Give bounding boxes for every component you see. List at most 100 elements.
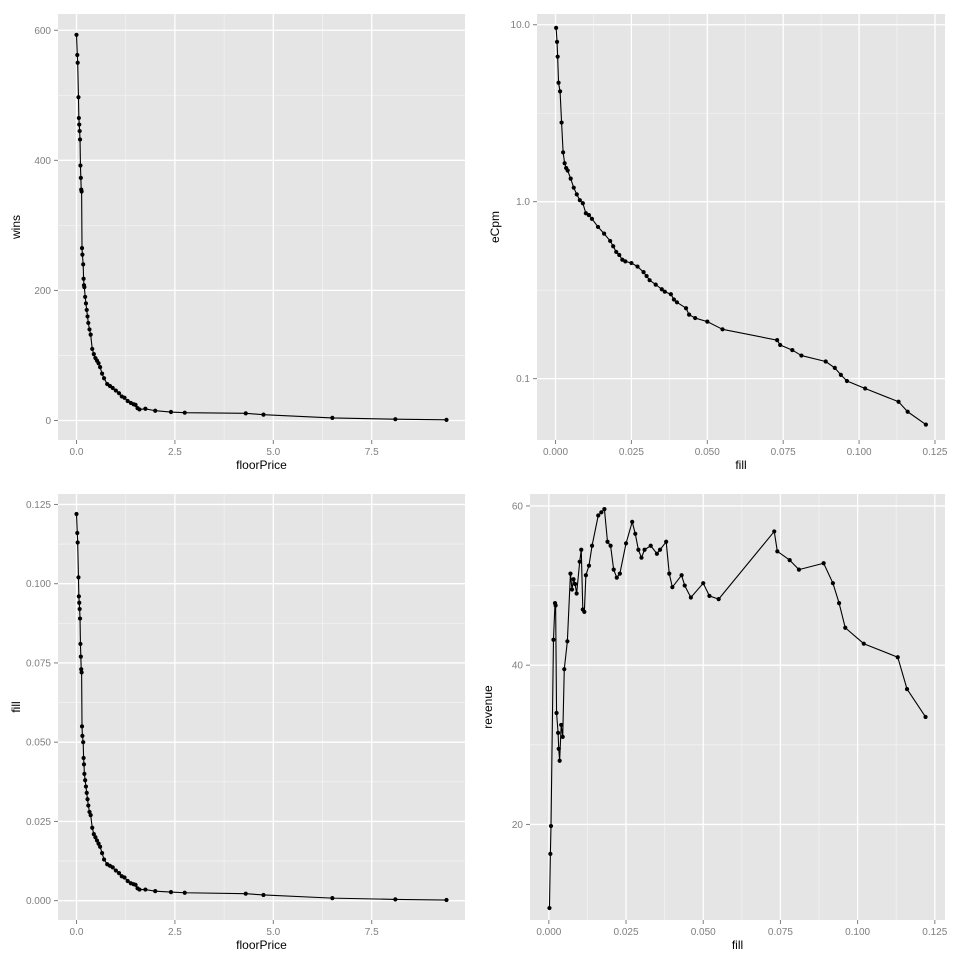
x-tick-label: 0.050 xyxy=(691,927,716,938)
y-axis-title: fill xyxy=(9,701,23,712)
data-point xyxy=(84,307,89,313)
data-point xyxy=(168,890,174,895)
data-point xyxy=(78,175,83,180)
data-point xyxy=(125,878,130,884)
data-point xyxy=(83,301,89,306)
data-point xyxy=(608,543,613,548)
data-point xyxy=(243,891,248,896)
data-point xyxy=(79,246,85,251)
data-point xyxy=(182,410,187,415)
series-line xyxy=(548,508,927,909)
data-point xyxy=(548,851,553,857)
data-point xyxy=(101,857,107,862)
data-point xyxy=(568,571,573,576)
data-point xyxy=(861,641,866,646)
data-point xyxy=(153,408,158,413)
y-tick-label: 200 xyxy=(34,286,51,297)
x-tick-label: 0.100 xyxy=(847,447,872,458)
data-point xyxy=(664,539,669,544)
data-point xyxy=(772,529,777,534)
data-point xyxy=(88,812,93,818)
data-point xyxy=(393,897,398,902)
data-point xyxy=(611,244,616,249)
data-point xyxy=(122,395,127,400)
data-point xyxy=(556,746,561,751)
data-point xyxy=(623,259,628,264)
data-point xyxy=(87,327,92,332)
data-point xyxy=(101,376,107,381)
panel-background xyxy=(58,494,465,920)
chart-panel-2: 0.000 0.025 0.050 0.075 0.100 0.125 0.1 1.0 10.0… xyxy=(488,14,948,472)
data-point xyxy=(623,541,629,546)
x-tick-label: 7.5 xyxy=(365,447,379,458)
data-point xyxy=(844,378,850,384)
data-point xyxy=(671,297,677,302)
data-point xyxy=(113,388,118,393)
data-point xyxy=(90,346,95,352)
data-point xyxy=(79,724,85,729)
data-point xyxy=(569,587,575,592)
data-point xyxy=(720,327,725,332)
data-point xyxy=(330,896,335,901)
data-point xyxy=(608,238,613,244)
data-point xyxy=(686,312,692,317)
data-point xyxy=(77,606,82,612)
data-point xyxy=(168,409,174,415)
data-point xyxy=(86,320,91,326)
data-point xyxy=(80,733,85,738)
data-point xyxy=(641,270,646,275)
x-tick-label: 0.125 xyxy=(922,447,947,458)
data-point xyxy=(561,150,566,155)
y-tick-label: 0.050 xyxy=(26,738,51,749)
data-point xyxy=(904,686,910,692)
data-point xyxy=(137,887,142,892)
y-tick-label: 0.075 xyxy=(26,658,51,669)
data-point xyxy=(98,365,103,370)
y-tick-label: 1.0 xyxy=(516,197,530,208)
panel-background xyxy=(58,14,465,440)
data-point xyxy=(113,868,118,873)
data-point xyxy=(96,841,101,846)
data-point xyxy=(77,122,82,127)
data-point xyxy=(99,851,105,856)
data-point xyxy=(110,385,115,391)
data-point xyxy=(96,361,101,366)
data-point xyxy=(617,252,622,258)
y-axis-title: revenue xyxy=(481,685,495,729)
data-point xyxy=(693,315,698,321)
data-point xyxy=(93,835,98,840)
data-point xyxy=(657,547,663,552)
data-point xyxy=(555,730,561,735)
x-axis-title: floorPrice xyxy=(236,938,287,952)
data-point xyxy=(571,185,576,190)
y-tick-label: 0.1 xyxy=(516,374,530,385)
data-point xyxy=(133,882,138,887)
data-point xyxy=(821,561,826,566)
x-tick-label: 7.5 xyxy=(365,927,379,938)
data-point xyxy=(77,137,83,142)
y-tick-label: 20 xyxy=(512,820,524,831)
data-point xyxy=(553,603,558,608)
data-point xyxy=(559,120,564,125)
data-point xyxy=(716,597,721,602)
data-point xyxy=(775,549,780,554)
x-tick-label: 0.000 xyxy=(536,927,561,938)
data-point xyxy=(79,670,84,675)
data-point xyxy=(579,547,584,552)
data-point xyxy=(554,39,560,44)
data-point xyxy=(82,285,87,290)
data-point xyxy=(75,52,80,58)
data-point xyxy=(80,252,85,257)
y-tick-label: 0.125 xyxy=(26,500,51,511)
data-point xyxy=(554,25,559,30)
y-tick-label: 0.025 xyxy=(26,817,51,828)
data-point xyxy=(830,581,836,586)
data-point xyxy=(78,654,83,659)
data-point xyxy=(895,655,900,660)
data-point xyxy=(580,201,585,206)
chart-panel-1: 0.0 2.5 5.0 7.5 0 200 400 600 floorPrice wins xyxy=(9,14,465,472)
data-point xyxy=(648,543,653,548)
data-point xyxy=(116,870,122,876)
data-point xyxy=(81,262,86,267)
